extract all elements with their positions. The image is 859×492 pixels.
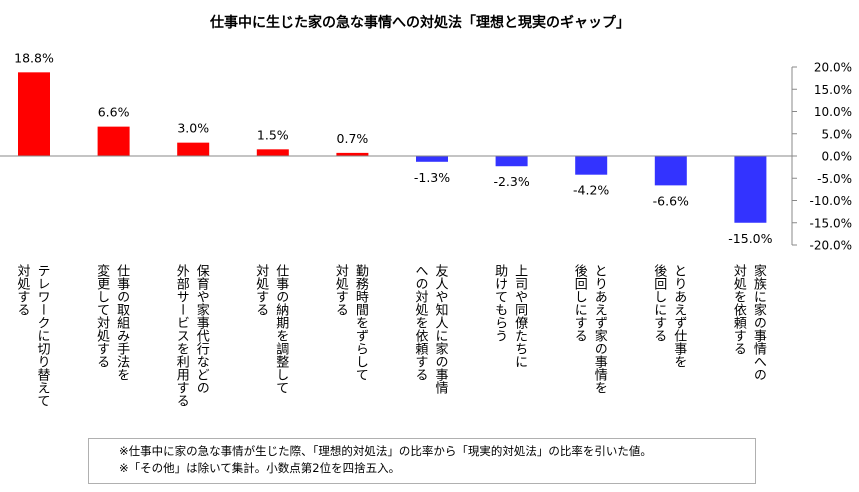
data-label: -2.3% bbox=[493, 174, 529, 189]
bar bbox=[256, 149, 289, 156]
category-label: 上司や同僚たちに bbox=[512, 264, 528, 368]
footnote-1: ※仕事中に家の急な事情が生じた際、「理想的対処法」の比率から「現実的対処法」の比… bbox=[119, 444, 652, 458]
category-label: 友人や知人に家の事情 bbox=[433, 263, 449, 394]
y-tick-label: -20.0% bbox=[810, 239, 852, 253]
bars-group bbox=[18, 72, 767, 223]
data-label: -6.6% bbox=[653, 193, 689, 208]
category-label: 対処する bbox=[15, 264, 31, 316]
bar bbox=[177, 142, 210, 156]
category-label: 外部サービスを利用する bbox=[174, 264, 190, 407]
category-label: 対処する bbox=[253, 264, 269, 316]
category-label: 対処する bbox=[333, 264, 349, 316]
data-label: 3.0% bbox=[177, 121, 209, 136]
y-tick-label: -5.0% bbox=[817, 172, 852, 186]
y-axis: 20.0% 15.0% 10.0% 5.0% 0.0% -5.0% -10.0% -15.0%… bbox=[0, 61, 852, 253]
footnote-2: ※「その他」は除いて集計。小数点第2位を四捨五入。 bbox=[119, 461, 401, 475]
category-label: 家族に家の事情への bbox=[751, 263, 767, 381]
y-tick-label: 5.0% bbox=[822, 127, 853, 141]
category-label: 勤務時間をずらして bbox=[353, 264, 369, 381]
chart-title: 仕事中に生じた家の急な事情への対処法「理想と現実のギャップ」 bbox=[209, 14, 630, 31]
category-label: 保育や家事代行などの bbox=[194, 264, 210, 394]
category-label: とりあえず家の事情を bbox=[592, 264, 608, 394]
value-labels-group: 18.8% 6.6% 3.0% 1.5% 0.7% -1.3% -2.3% -4.2% -6.6… bbox=[14, 50, 772, 245]
data-label: 1.5% bbox=[257, 127, 289, 142]
category-label: 仕事の納期を調整して bbox=[273, 264, 289, 394]
bar bbox=[416, 156, 448, 162]
y-tick-label: 15.0% bbox=[814, 83, 852, 97]
data-label: 18.8% bbox=[14, 50, 54, 65]
data-label: -1.3% bbox=[414, 170, 450, 185]
y-tick-label: 0.0% bbox=[822, 150, 853, 164]
bar bbox=[495, 156, 528, 167]
data-label: -15.0% bbox=[728, 231, 772, 246]
data-label: -4.2% bbox=[573, 183, 609, 198]
y-tick-label: 10.0% bbox=[814, 105, 852, 119]
bar bbox=[97, 126, 130, 156]
bar bbox=[336, 152, 369, 156]
bar bbox=[575, 156, 608, 175]
bar bbox=[734, 156, 767, 223]
category-label: テレワークに切り替えて bbox=[35, 264, 51, 407]
data-label: 0.7% bbox=[337, 131, 369, 146]
category-label: 後回しにする bbox=[651, 264, 667, 342]
footnote-box: ※仕事中に家の急な事情が生じた際、「理想的対処法」の比率から「現実的対処法」の比… bbox=[88, 438, 756, 484]
category-label: への対処を依頼する bbox=[413, 264, 429, 381]
y-tick-label: -15.0% bbox=[810, 216, 852, 230]
y-tick-label: 20.0% bbox=[814, 61, 852, 75]
data-label: 6.6% bbox=[98, 105, 130, 120]
bar bbox=[18, 72, 50, 156]
category-label: 対処を依頼する bbox=[731, 264, 747, 355]
category-label: 変更して対処する bbox=[94, 263, 110, 368]
category-label: とりあえず仕事を bbox=[671, 264, 687, 368]
bar bbox=[654, 156, 687, 186]
category-label: 後回しにする bbox=[572, 264, 588, 342]
y-tick-label: -10.0% bbox=[810, 194, 852, 208]
category-label: 仕事の取組み手法を bbox=[114, 264, 130, 381]
category-label: 助けてもらう bbox=[492, 264, 508, 342]
